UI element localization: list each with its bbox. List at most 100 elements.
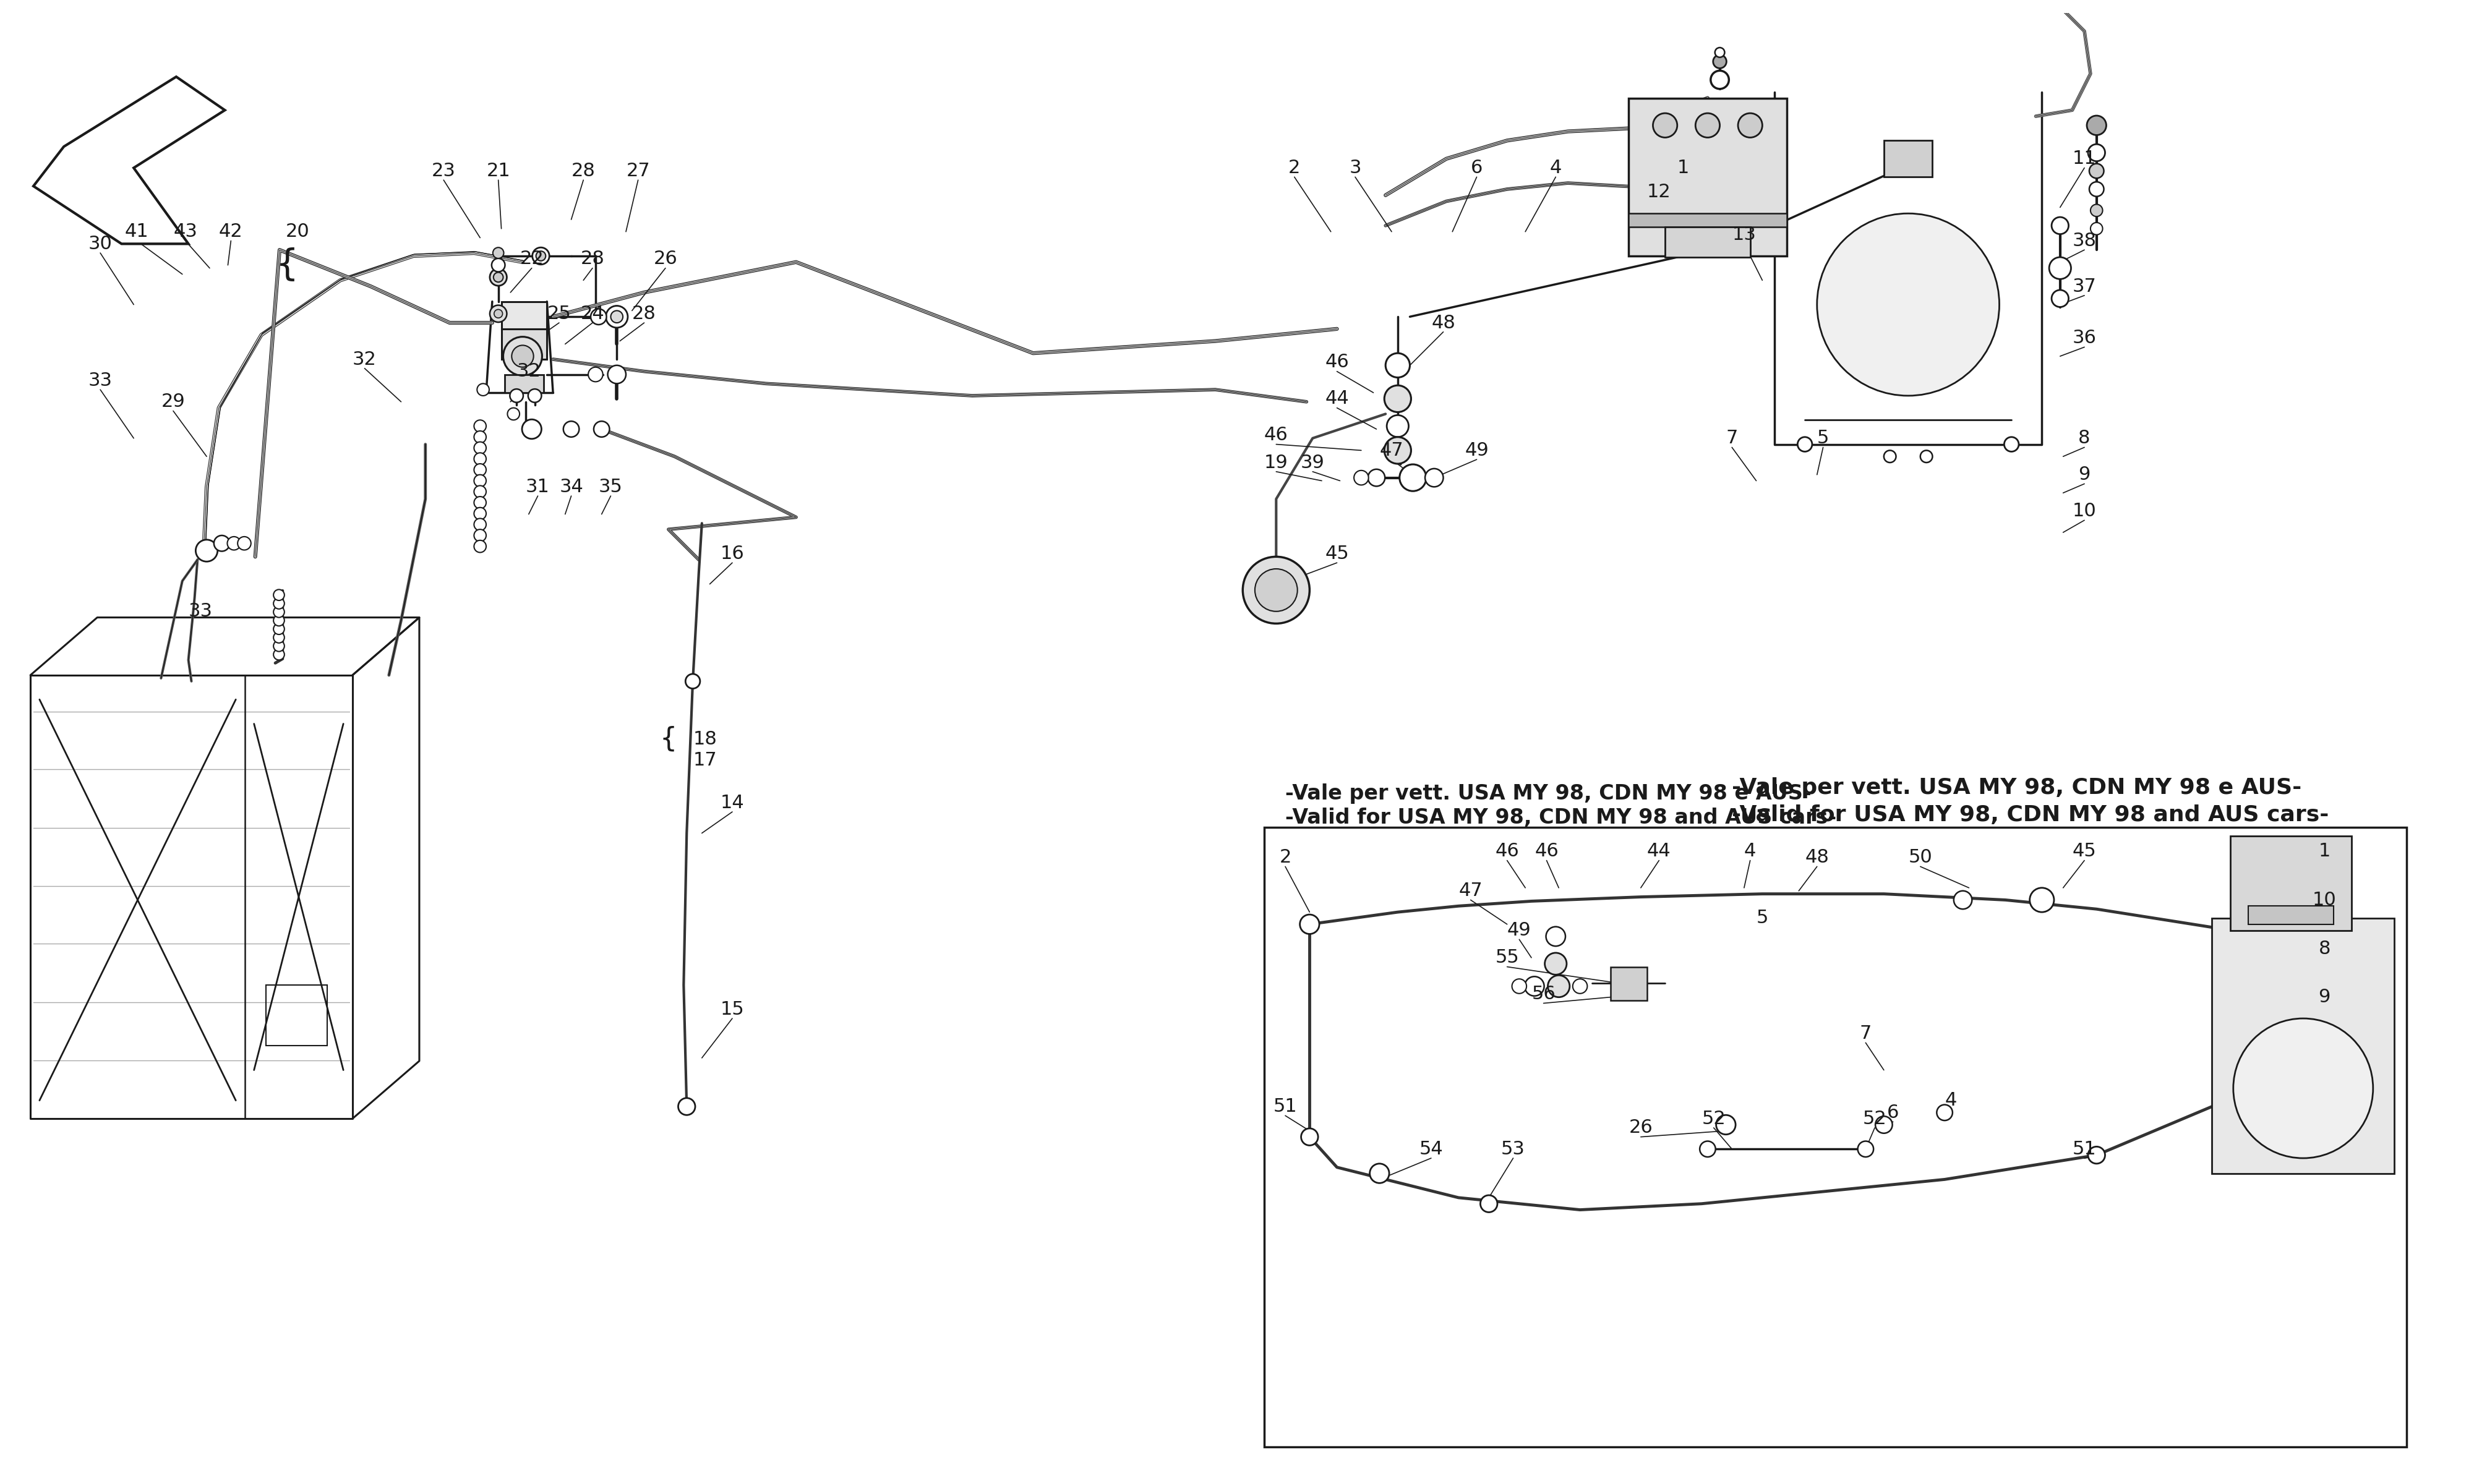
Text: 35: 35 [599, 478, 623, 496]
Text: 4: 4 [1549, 159, 1561, 177]
Text: 28: 28 [571, 162, 596, 180]
Circle shape [475, 508, 487, 519]
Text: 37: 37 [2073, 278, 2095, 295]
Text: 25: 25 [547, 304, 571, 322]
Circle shape [1937, 1104, 1952, 1120]
Text: 27: 27 [626, 162, 651, 180]
Text: 34: 34 [559, 478, 584, 496]
Text: 19: 19 [1264, 454, 1289, 472]
Circle shape [1254, 568, 1296, 611]
Circle shape [2029, 887, 2053, 913]
Circle shape [2088, 1147, 2105, 1163]
Circle shape [1512, 979, 1526, 993]
Circle shape [1301, 1128, 1319, 1146]
Text: 48: 48 [1432, 313, 1455, 332]
Bar [1611, 966, 1648, 1000]
Text: 12: 12 [1648, 183, 1670, 202]
Text: 10: 10 [2313, 890, 2335, 908]
Text: -Valid for USA MY 98, CDN MY 98 and AUS cars-: -Valid for USA MY 98, CDN MY 98 and AUS … [1286, 807, 1836, 828]
Text: {: { [277, 248, 299, 283]
Text: 45: 45 [1326, 545, 1348, 562]
Text: 21: 21 [487, 162, 510, 180]
Circle shape [1524, 976, 1544, 996]
Text: 26: 26 [1628, 1119, 1653, 1137]
Circle shape [1717, 1114, 1737, 1134]
Circle shape [537, 251, 547, 261]
Text: 20: 20 [287, 223, 309, 240]
Circle shape [2088, 116, 2105, 135]
Text: 48: 48 [1806, 849, 1828, 867]
Circle shape [195, 540, 218, 561]
Text: 43: 43 [173, 223, 198, 240]
Text: 44: 44 [1648, 843, 1670, 861]
Text: 22: 22 [520, 249, 544, 269]
Circle shape [275, 607, 285, 617]
Circle shape [1712, 55, 1727, 68]
Circle shape [1400, 464, 1427, 491]
Text: 55: 55 [1494, 948, 1519, 966]
Text: 54: 54 [1420, 1140, 1442, 1158]
Text: 46: 46 [1264, 426, 1289, 444]
Circle shape [1799, 436, 1811, 451]
Text: 44: 44 [1326, 390, 1348, 408]
Text: 53: 53 [1502, 1140, 1524, 1158]
Circle shape [213, 536, 230, 551]
Text: 11: 11 [2073, 150, 2095, 168]
Circle shape [1695, 113, 1719, 138]
Circle shape [594, 421, 609, 436]
Circle shape [1479, 1195, 1497, 1212]
Text: 47: 47 [1460, 881, 1482, 899]
Circle shape [1299, 914, 1319, 933]
Text: 31: 31 [527, 478, 549, 496]
Text: 51: 51 [1274, 1098, 1296, 1116]
Circle shape [475, 453, 487, 464]
Text: 7: 7 [1727, 429, 1737, 447]
Text: 28: 28 [633, 304, 656, 322]
Circle shape [275, 598, 285, 608]
Text: 14: 14 [720, 794, 745, 812]
Circle shape [1371, 1163, 1390, 1183]
Circle shape [275, 649, 285, 660]
Circle shape [2088, 144, 2105, 162]
Text: 51: 51 [2073, 1140, 2095, 1158]
Circle shape [2051, 289, 2068, 307]
Text: 39: 39 [1301, 454, 1324, 472]
Circle shape [1546, 926, 1566, 947]
Circle shape [2004, 436, 2019, 451]
Text: 46: 46 [1494, 843, 1519, 861]
Circle shape [2051, 217, 2068, 234]
Circle shape [1954, 890, 1972, 910]
Text: 8: 8 [2318, 939, 2331, 957]
Bar [505, 374, 544, 393]
Circle shape [475, 518, 487, 531]
Circle shape [1883, 450, 1895, 463]
Circle shape [275, 641, 285, 651]
Circle shape [475, 420, 487, 432]
Circle shape [1710, 71, 1729, 89]
Bar [1665, 227, 1749, 257]
Circle shape [1242, 556, 1309, 623]
Circle shape [1388, 416, 1408, 436]
Text: 32: 32 [354, 350, 376, 368]
Text: 5: 5 [1757, 910, 1769, 927]
Text: 29: 29 [161, 393, 186, 411]
Circle shape [502, 337, 542, 375]
Circle shape [2091, 205, 2103, 217]
Circle shape [678, 1098, 695, 1114]
Circle shape [490, 269, 507, 286]
Circle shape [1573, 979, 1588, 993]
Polygon shape [35, 77, 225, 243]
Text: 23: 23 [430, 162, 455, 180]
Circle shape [1700, 1141, 1714, 1158]
Circle shape [1653, 113, 1677, 138]
Bar [2229, 835, 2353, 930]
Text: 16: 16 [720, 545, 745, 562]
Circle shape [1544, 953, 1566, 975]
Circle shape [275, 614, 285, 626]
Circle shape [522, 420, 542, 439]
Text: 7: 7 [1860, 1024, 1873, 1043]
Circle shape [609, 365, 626, 383]
Bar [2212, 919, 2395, 1174]
Circle shape [477, 383, 490, 396]
Circle shape [475, 530, 487, 542]
